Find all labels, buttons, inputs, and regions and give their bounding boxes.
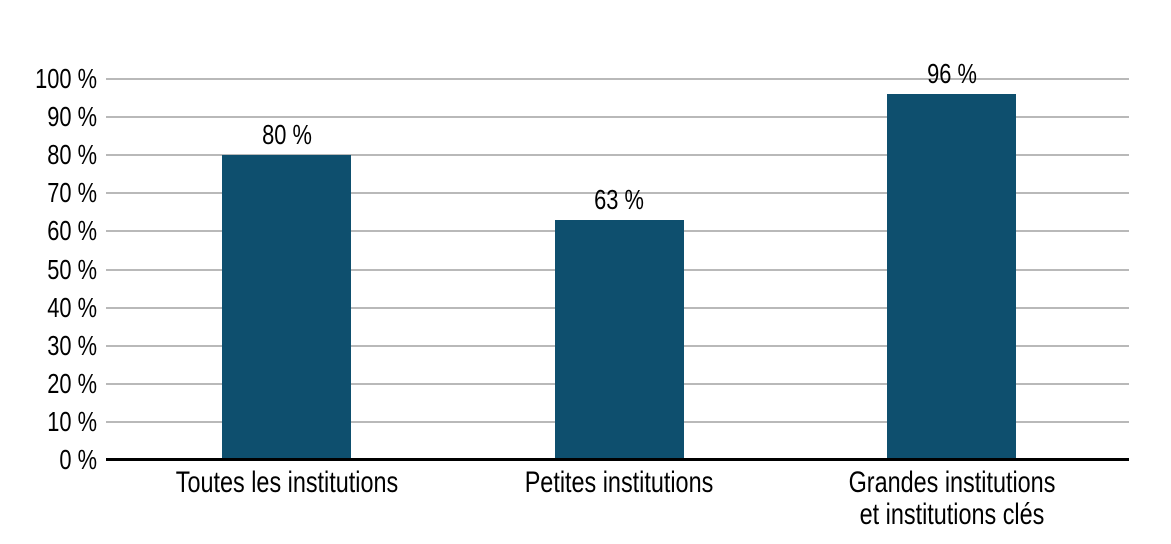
y-axis-tick-label: 80 % [47,139,97,170]
bar-2 [555,220,684,458]
bar-3 [887,94,1016,458]
gridline-80 [106,154,1129,156]
bar-value-label: 96 % [927,58,977,89]
y-axis-tick-label: 30 % [47,330,97,361]
y-axis-tick-label: 20 % [47,368,97,399]
y-axis-tick-label: 0 % [59,444,97,475]
y-axis-tick-label: 70 % [47,177,97,208]
x-axis-line [106,458,1129,461]
y-axis-tick-label: 40 % [47,292,97,323]
gridline-70 [106,192,1129,194]
x-axis-category-label: Petites institutions [524,466,714,499]
y-axis-tick-label: 90 % [47,101,97,132]
gridline-90 [106,116,1129,118]
y-axis-tick-label: 50 % [47,254,97,285]
bar-value-label: 80 % [262,119,312,150]
y-axis-tick-label: 60 % [47,215,97,246]
gridline-100 [106,78,1129,80]
x-axis-category-label: Grandes institutions et institutions clé… [848,466,1056,531]
y-axis-tick-label: 10 % [47,406,97,437]
x-axis-category-label: Toutes les institutions [175,466,399,499]
bar-1 [222,155,351,458]
y-axis-tick-label: 100 % [35,63,97,94]
bar-value-label: 63 % [594,184,644,215]
